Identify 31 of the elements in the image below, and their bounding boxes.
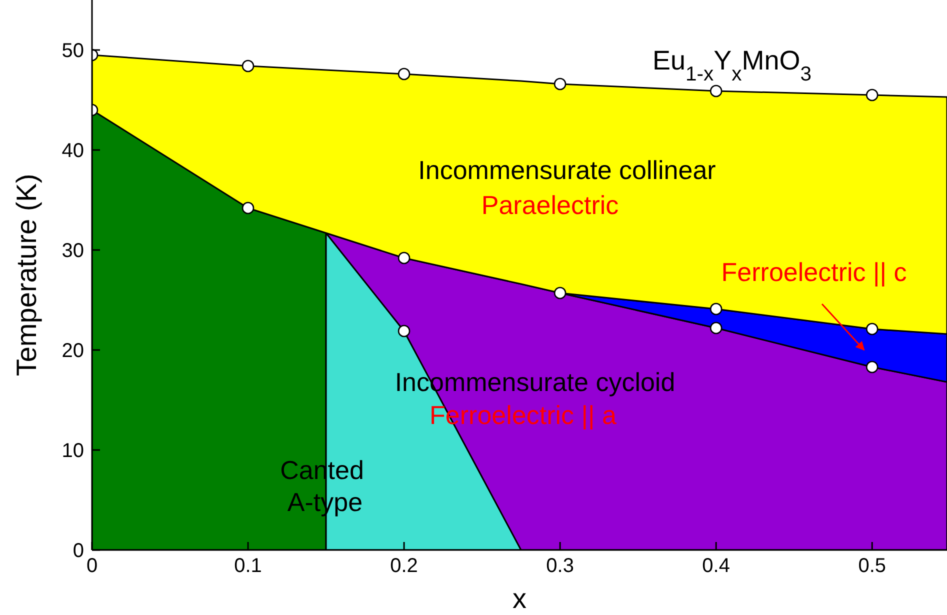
y-tick-label: 0 xyxy=(72,540,84,562)
x-tick-label: 0 xyxy=(86,555,98,577)
point xyxy=(242,60,254,72)
y-tick-label: 10 xyxy=(62,440,84,462)
annotation: Incommensurate collinear xyxy=(418,155,716,186)
y-tick-label: 50 xyxy=(62,40,84,62)
x-tick-label: 0.2 xyxy=(390,555,418,577)
x-tick-label: 0.3 xyxy=(546,555,574,577)
point xyxy=(866,322,878,336)
point xyxy=(398,324,410,338)
point xyxy=(710,302,722,316)
point xyxy=(710,322,722,334)
point xyxy=(866,88,878,102)
annotation: Paraelectric xyxy=(481,190,619,220)
point xyxy=(242,202,254,214)
y-tick-label: 30 xyxy=(62,240,84,262)
x-tick-label: 0.1 xyxy=(234,555,262,577)
y-axis-title: Temperature (K) xyxy=(11,174,42,376)
point xyxy=(710,84,722,98)
annotation: Ferroelectric || c xyxy=(721,257,907,288)
annotation: Eu$_{1-x}$Y$_{x}$MnO$_{3}$ xyxy=(652,45,812,86)
y-tick-label: 40 xyxy=(62,140,84,162)
point xyxy=(398,68,410,80)
point xyxy=(554,286,566,300)
x-axis-title: x xyxy=(512,583,526,614)
point xyxy=(398,252,410,264)
x-tick-label: 0.5 xyxy=(858,555,886,577)
y-tick-label: 20 xyxy=(62,340,84,362)
point xyxy=(554,78,566,90)
point xyxy=(866,360,878,374)
x-tick-label: 0.4 xyxy=(702,555,730,577)
